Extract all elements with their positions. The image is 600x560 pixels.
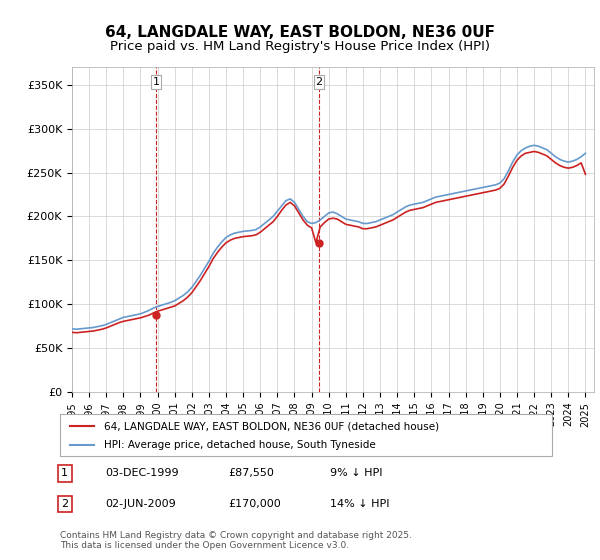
Text: Price paid vs. HM Land Registry's House Price Index (HPI): Price paid vs. HM Land Registry's House … [110, 40, 490, 53]
FancyBboxPatch shape [60, 414, 552, 456]
Text: 1: 1 [61, 468, 68, 478]
Text: 14% ↓ HPI: 14% ↓ HPI [330, 499, 389, 509]
Text: £170,000: £170,000 [228, 499, 281, 509]
Text: 9% ↓ HPI: 9% ↓ HPI [330, 468, 383, 478]
Text: 1: 1 [152, 77, 160, 87]
Text: HPI: Average price, detached house, South Tyneside: HPI: Average price, detached house, Sout… [104, 440, 376, 450]
Text: £87,550: £87,550 [228, 468, 274, 478]
Text: 02-JUN-2009: 02-JUN-2009 [105, 499, 176, 509]
Text: 64, LANGDALE WAY, EAST BOLDON, NE36 0UF (detached house): 64, LANGDALE WAY, EAST BOLDON, NE36 0UF … [104, 421, 439, 431]
Text: 03-DEC-1999: 03-DEC-1999 [105, 468, 179, 478]
Text: 2: 2 [61, 499, 68, 509]
Text: 2: 2 [315, 77, 322, 87]
Text: Contains HM Land Registry data © Crown copyright and database right 2025.
This d: Contains HM Land Registry data © Crown c… [60, 530, 412, 550]
Text: 64, LANGDALE WAY, EAST BOLDON, NE36 0UF: 64, LANGDALE WAY, EAST BOLDON, NE36 0UF [105, 25, 495, 40]
